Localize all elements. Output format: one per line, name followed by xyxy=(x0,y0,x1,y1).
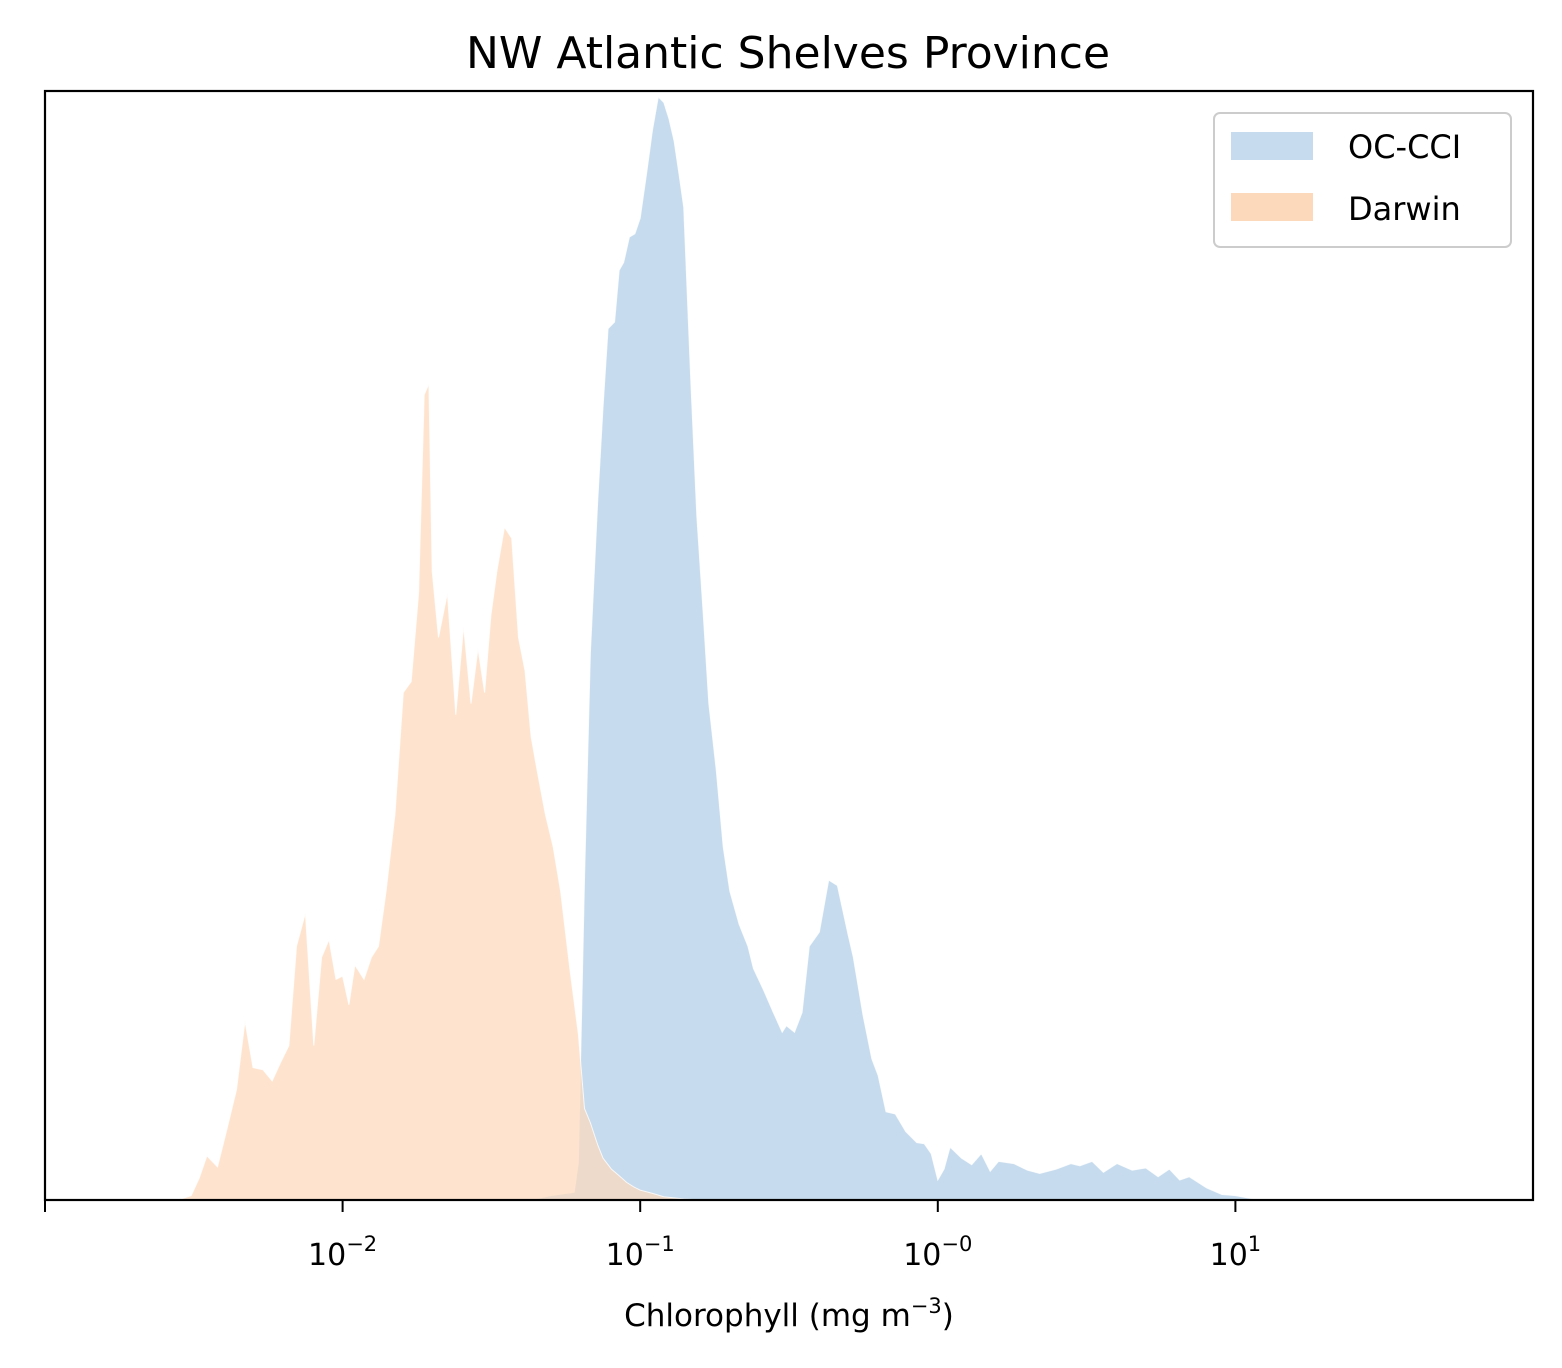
legend-label-darwin: Darwin xyxy=(1348,190,1461,228)
x-tick-label: 101 xyxy=(1210,1232,1262,1273)
chart-title: NW Atlantic Shelves Province xyxy=(466,28,1110,79)
series-area-oc-cci xyxy=(530,95,1260,1201)
legend: OC-CCI Darwin xyxy=(1213,112,1512,248)
legend-swatch-occci xyxy=(1231,132,1313,160)
x-tick-label: 10−0 xyxy=(903,1232,972,1273)
x-axis: 10−2 10−1 10−0 101 xyxy=(44,1200,1262,1273)
plot-frame xyxy=(43,89,1535,1202)
x-tick-label: 10−1 xyxy=(606,1232,675,1273)
series-layer xyxy=(177,95,1260,1201)
legend-label-occci: OC-CCI xyxy=(1348,128,1461,166)
legend-swatch-darwin xyxy=(1231,193,1313,221)
x-axis-label: Chlorophyll (mg m−3) xyxy=(624,1294,954,1334)
series-area-darwin xyxy=(177,383,701,1201)
x-tick-label: 10−2 xyxy=(308,1232,377,1273)
